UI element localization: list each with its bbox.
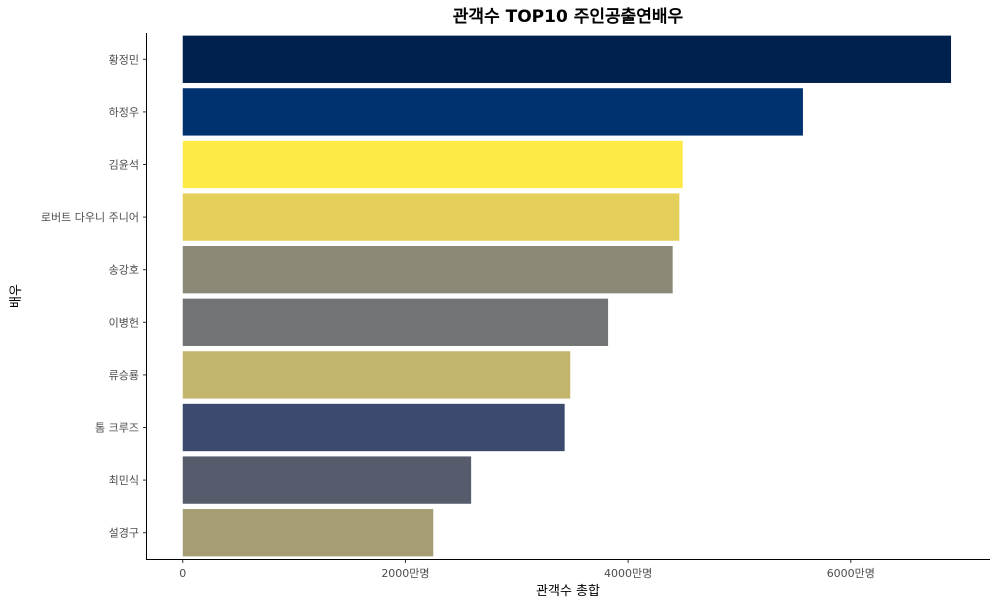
x-tick-label: 0 <box>179 567 186 580</box>
y-tick-label: 류승룡 <box>109 369 139 382</box>
bar-8 <box>182 403 565 452</box>
y-tick-label: 김윤석 <box>109 159 139 172</box>
bars-layer <box>182 35 952 557</box>
bar-10 <box>182 509 434 557</box>
bar-2 <box>182 88 803 136</box>
bar-3 <box>182 140 683 189</box>
y-tick-label: 하정우 <box>109 105 139 119</box>
x-tick-label: 2000만명 <box>381 567 429 580</box>
y-tick-label: 톰 크루즈 <box>95 422 139 435</box>
x-tick-labels: 0 2000만명 4000만명 6000만명 <box>179 559 875 580</box>
chart-title: 관객수 TOP10 주인공출연배우 <box>453 7 684 27</box>
bar-5 <box>182 246 673 294</box>
y-tick-label: 최민식 <box>109 474 139 487</box>
bar-6 <box>182 298 609 346</box>
bar-9 <box>182 456 472 504</box>
bar-4 <box>182 193 680 241</box>
bar-1 <box>182 35 952 83</box>
x-tick-label: 4000만명 <box>604 567 652 580</box>
y-tick-label: 설경구 <box>109 527 139 540</box>
y-axis-title: 배우 <box>9 284 24 308</box>
x-axis-title: 관객수 총합 <box>536 584 600 599</box>
y-tick-label: 이병헌 <box>109 316 139 329</box>
y-tick-label: 송강호 <box>109 264 139 277</box>
x-tick-label: 6000만명 <box>827 567 875 580</box>
y-tick-label: 로버트 다우니 주니어 <box>41 211 139 224</box>
y-tick-label: 황정민 <box>109 53 139 66</box>
bar-7 <box>182 351 571 399</box>
